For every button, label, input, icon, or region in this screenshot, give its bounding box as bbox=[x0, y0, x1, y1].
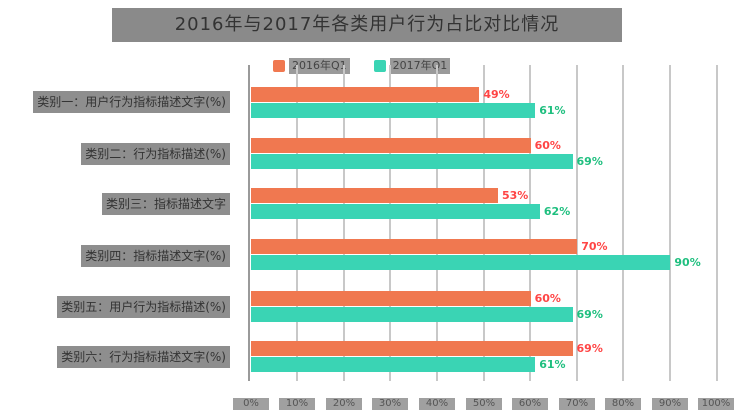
legend: 2016年Q1 2017年Q1 bbox=[273, 57, 451, 75]
category-label: 类别三：指标描述文字 bbox=[101, 193, 230, 215]
gridline bbox=[576, 65, 578, 381]
bar-series-2[interactable] bbox=[251, 154, 573, 169]
bar-series-1[interactable] bbox=[251, 188, 498, 203]
bar-series-2[interactable] bbox=[251, 307, 573, 322]
gridline bbox=[343, 65, 345, 381]
value-label: 62% bbox=[543, 205, 571, 218]
bar-series-1[interactable] bbox=[251, 239, 578, 254]
category-label: 类别四：指标描述文字(%) bbox=[81, 245, 230, 267]
bar-series-2[interactable] bbox=[251, 204, 540, 219]
gridline bbox=[483, 65, 485, 381]
bar-series-2[interactable] bbox=[251, 103, 536, 118]
legend-label: 2017年Q1 bbox=[389, 58, 451, 74]
legend-swatch-icon bbox=[273, 60, 285, 72]
bar-series-2[interactable] bbox=[251, 255, 671, 270]
x-tick-label: 80% bbox=[605, 398, 641, 410]
bar-series-1[interactable] bbox=[251, 87, 480, 102]
bar-series-1[interactable] bbox=[251, 341, 573, 356]
value-label: 53% bbox=[501, 189, 529, 202]
bar-series-1[interactable] bbox=[251, 138, 531, 153]
legend-item-series-2[interactable]: 2017年Q1 bbox=[373, 57, 451, 75]
x-tick-label: 100% bbox=[698, 398, 734, 410]
value-label: 70% bbox=[581, 240, 608, 253]
x-tick-label: 90% bbox=[652, 398, 688, 410]
value-label: 49% bbox=[483, 88, 510, 101]
chart-title: 2016年与2017年各类用户行为占比对比情况 bbox=[112, 8, 622, 42]
legend-item-series-1[interactable]: 2016年Q1 bbox=[273, 57, 350, 75]
y-axis-line bbox=[248, 65, 250, 381]
gridline bbox=[389, 65, 391, 381]
value-label: 90% bbox=[674, 256, 701, 269]
legend-label: 2016年Q1 bbox=[289, 58, 350, 74]
x-tick-label: 30% bbox=[372, 398, 408, 410]
value-label: 69% bbox=[576, 155, 603, 168]
gridline bbox=[716, 65, 718, 381]
category-label: 类别一：用户行为指标描述文字(%) bbox=[33, 91, 230, 113]
gridline bbox=[669, 65, 671, 381]
category-label: 类别二：行为指标描述(%) bbox=[81, 143, 230, 165]
gridline bbox=[296, 65, 298, 381]
x-tick-label: 50% bbox=[466, 398, 502, 410]
gridline bbox=[529, 65, 531, 381]
value-label: 61% bbox=[539, 358, 566, 371]
x-tick-label: 60% bbox=[512, 398, 548, 410]
gridline bbox=[622, 65, 624, 381]
x-tick-label: 10% bbox=[279, 398, 315, 410]
bar-series-1[interactable] bbox=[251, 291, 531, 306]
x-tick-label: 0% bbox=[233, 398, 269, 410]
legend-swatch-icon bbox=[373, 60, 386, 72]
value-label: 60% bbox=[534, 292, 561, 305]
value-label: 61% bbox=[539, 104, 566, 117]
bar-series-2[interactable] bbox=[251, 357, 536, 372]
value-label: 60% bbox=[534, 139, 561, 152]
x-tick-label: 40% bbox=[419, 398, 455, 410]
x-tick-label: 70% bbox=[559, 398, 595, 410]
category-label: 类别五：用户行为指标描述(%) bbox=[57, 296, 230, 318]
value-label: 69% bbox=[576, 308, 603, 321]
gridline bbox=[436, 65, 438, 381]
value-label: 69% bbox=[576, 342, 603, 355]
category-label: 类别六：行为指标描述文字(%) bbox=[57, 346, 230, 368]
x-tick-label: 20% bbox=[326, 398, 362, 410]
